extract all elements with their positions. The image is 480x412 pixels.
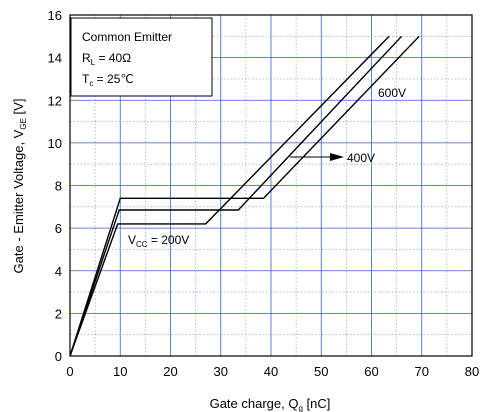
x-tick-labels: 0 10 20 30 40 50 60 70 80 — [66, 364, 479, 379]
label-600v: 600V — [378, 86, 406, 100]
y-tick-label: 14 — [48, 51, 62, 66]
x-tick-label: 80 — [465, 364, 479, 379]
y-tick-label: 2 — [55, 306, 62, 321]
legend-rl: RL = 40Ω — [82, 51, 131, 67]
y-tick-label: 12 — [48, 93, 62, 108]
x-tick-label: 30 — [214, 364, 228, 379]
arrow-400v — [290, 153, 344, 161]
x-axis-label: Gate charge, Qg [nC] — [210, 396, 331, 412]
series-lines — [69, 35, 420, 357]
x-tick-label: 50 — [314, 364, 328, 379]
y-axis-label: Gate - Emitter Voltage, VGE [V] — [11, 99, 28, 274]
x-tick-label: 60 — [364, 364, 378, 379]
y-tick-labels: 0 2 4 6 8 10 12 14 16 — [48, 8, 62, 364]
y-tick-label: 16 — [48, 8, 62, 23]
y-tick-label: 10 — [48, 136, 62, 151]
y-tick-label: 8 — [55, 179, 62, 194]
legend-tc: Tc = 25℃ — [82, 72, 134, 88]
x-tick-label: 10 — [113, 364, 127, 379]
series-line-400V — [69, 35, 403, 357]
plot-frame — [69, 14, 473, 357]
series-line-200V — [69, 35, 390, 357]
legend-box: Common Emitter RL = 40Ω Tc = 25℃ — [70, 17, 213, 97]
y-tick-label: 6 — [55, 221, 62, 236]
series-line-600V — [69, 35, 420, 357]
label-vcc-200v: VCC = 200V — [128, 233, 189, 249]
x-tick-label: 20 — [163, 364, 177, 379]
x-tick-label: 70 — [415, 364, 429, 379]
x-tick-label: 0 — [66, 364, 73, 379]
x-tick-label: 40 — [264, 364, 278, 379]
y-tick-label: 0 — [55, 349, 62, 364]
y-tick-label: 4 — [55, 264, 62, 279]
legend-title: Common Emitter — [82, 30, 172, 44]
label-400v: 400V — [347, 151, 375, 165]
